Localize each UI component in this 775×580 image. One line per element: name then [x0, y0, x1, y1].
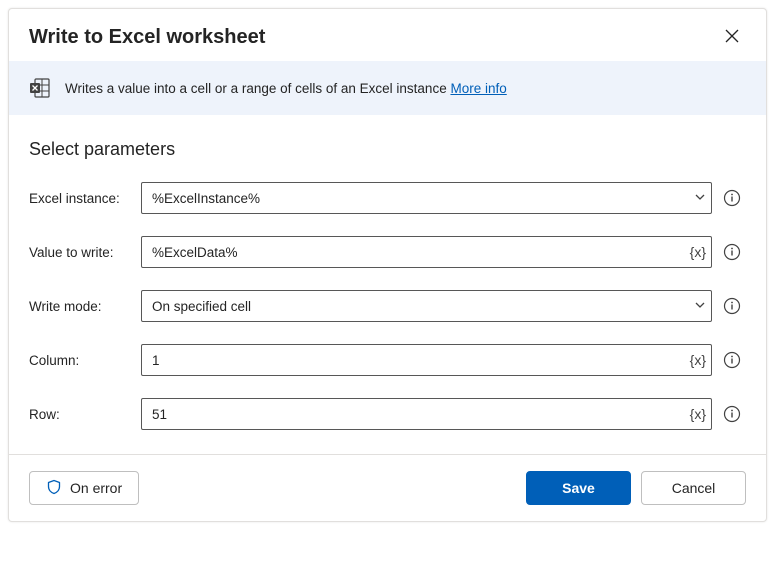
on-error-button[interactable]: On error [29, 471, 139, 505]
variable-icon[interactable]: {x} [690, 244, 706, 260]
info-banner: Writes a value into a cell or a range of… [9, 61, 766, 115]
more-info-link[interactable]: More info [450, 81, 506, 96]
section-heading: Select parameters [29, 139, 746, 160]
dialog-description: Writes a value into a cell or a range of… [65, 81, 447, 96]
info-icon[interactable] [718, 189, 746, 207]
row-excel-instance: Excel instance: [29, 182, 746, 214]
titlebar: Write to Excel worksheet [9, 9, 766, 61]
close-button[interactable] [718, 23, 746, 51]
info-icon[interactable] [718, 243, 746, 261]
row-row: Row: {x} [29, 398, 746, 430]
input-write-mode[interactable] [141, 290, 712, 322]
variable-icon[interactable]: {x} [690, 406, 706, 422]
on-error-label: On error [70, 480, 122, 496]
label-column: Column: [29, 353, 141, 368]
info-icon[interactable] [718, 297, 746, 315]
input-excel-instance[interactable] [141, 182, 712, 214]
dialog: Write to Excel worksheet Writes a value … [8, 8, 767, 522]
row-write-mode: Write mode: [29, 290, 746, 322]
close-icon [725, 29, 739, 46]
input-value-to-write[interactable] [141, 236, 712, 268]
row-value-to-write: Value to write: {x} [29, 236, 746, 268]
input-column[interactable] [141, 344, 712, 376]
save-button[interactable]: Save [526, 471, 631, 505]
variable-icon[interactable]: {x} [690, 352, 706, 368]
excel-icon [29, 77, 51, 99]
info-icon[interactable] [718, 351, 746, 369]
row-column: Column: {x} [29, 344, 746, 376]
chevron-down-icon[interactable] [694, 190, 706, 206]
dialog-title: Write to Excel worksheet [29, 26, 265, 49]
parameters-section: Select parameters Excel instance: Value … [9, 115, 766, 454]
label-row: Row: [29, 407, 141, 422]
info-banner-text: Writes a value into a cell or a range of… [65, 81, 507, 96]
input-row[interactable] [141, 398, 712, 430]
info-icon[interactable] [718, 405, 746, 423]
shield-icon [46, 479, 62, 498]
label-excel-instance: Excel instance: [29, 191, 141, 206]
cancel-button[interactable]: Cancel [641, 471, 746, 505]
dialog-footer: On error Save Cancel [9, 454, 766, 521]
label-write-mode: Write mode: [29, 299, 141, 314]
chevron-down-icon[interactable] [694, 298, 706, 314]
label-value-to-write: Value to write: [29, 245, 141, 260]
